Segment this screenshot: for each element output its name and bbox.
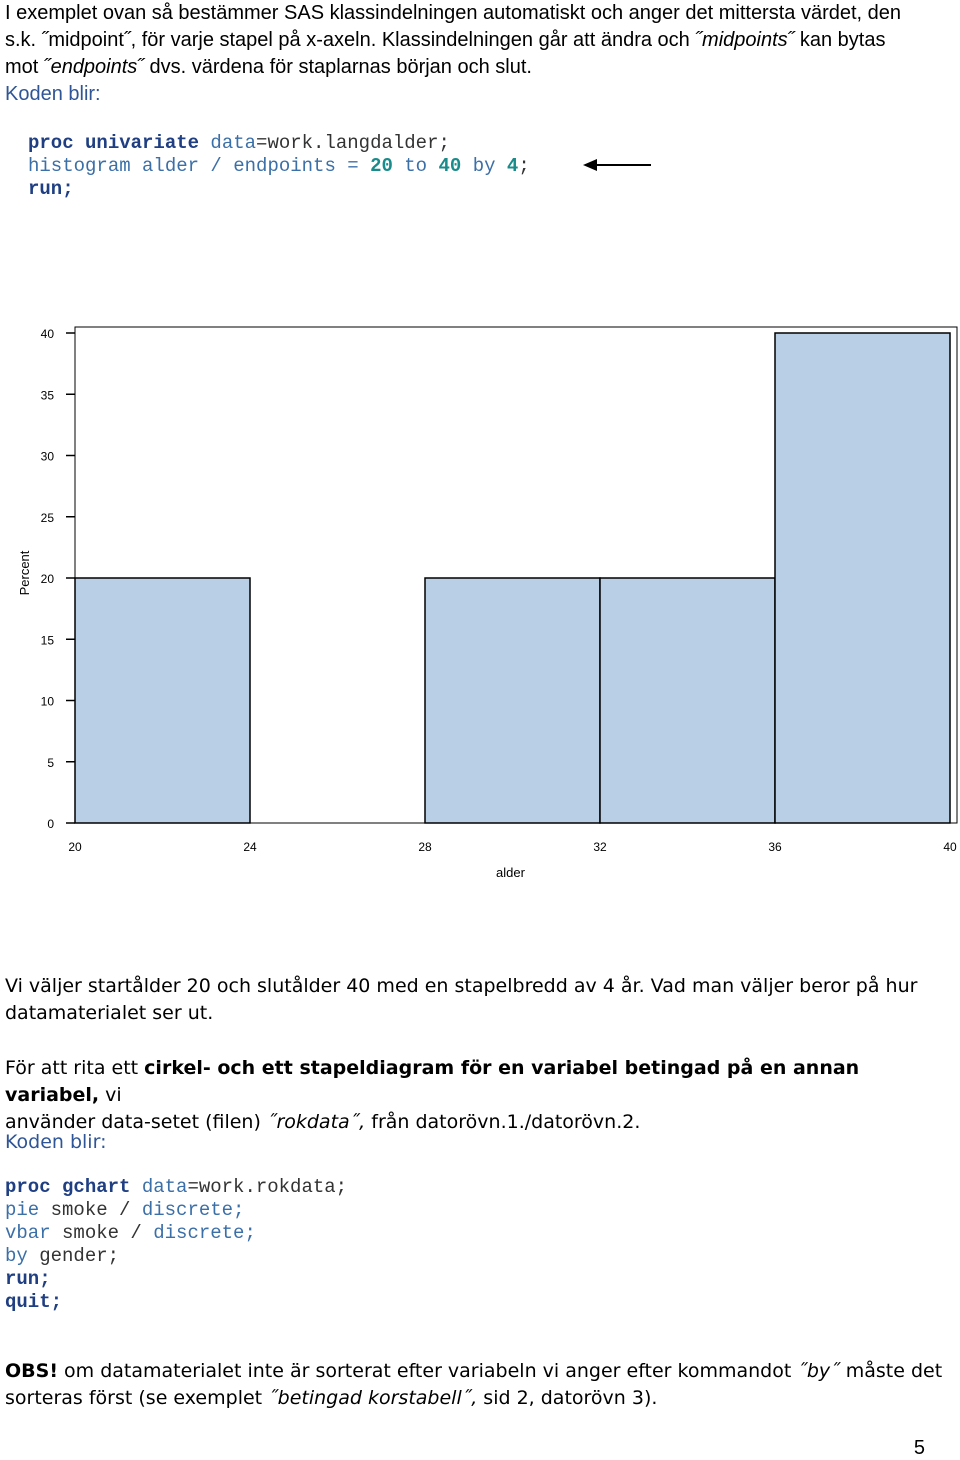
para2-line-2: datamaterialet ser ut. xyxy=(5,1002,214,1024)
y-tick-label: 5 xyxy=(47,756,54,770)
paragraph-cirkel: För att rita ett cirkel- och ett stapeld… xyxy=(5,1055,945,1136)
x-tick-label: 20 xyxy=(68,840,82,854)
para2-line-1: Vi väljer startålder 20 och slutålder 40… xyxy=(5,975,918,997)
y-tick-label: 40 xyxy=(41,327,55,341)
y-tick-label: 30 xyxy=(41,450,55,464)
page-number: 5 xyxy=(913,1437,925,1459)
para3-line-1: För att rita ett cirkel- och ett stapeld… xyxy=(5,1057,860,1106)
x-tick-label: 28 xyxy=(418,840,432,854)
intro-line-2: s.k. ˝midpoint˝, för varje stapel på x-a… xyxy=(5,29,886,51)
histogram-bar xyxy=(74,577,251,824)
x-tick-label: 36 xyxy=(768,840,782,854)
histogram-bar xyxy=(424,577,601,824)
x-tick-label: 40 xyxy=(943,840,957,854)
intro-line-3: mot ˝endpoints˝ dvs. värdena för staplar… xyxy=(5,56,532,78)
x-tick-label: 32 xyxy=(593,840,607,854)
y-axis-label: Percent xyxy=(17,550,32,595)
y-tick-label: 20 xyxy=(41,572,55,586)
intro-text: I exemplet ovan så bestämmer SAS klassin… xyxy=(5,0,945,108)
x-axis-label: alder xyxy=(496,865,526,880)
obs-line-2: sorteras först (se exemplet ˝betingad ko… xyxy=(5,1387,658,1409)
code-block-gchart: proc gchart data=work.rokdata; pie smoke… xyxy=(5,1176,348,1313)
code-block-univariate: proc univariate data=work.langdalder; hi… xyxy=(28,132,530,200)
histogram-bar xyxy=(599,577,776,824)
y-tick-label: 10 xyxy=(41,695,55,709)
intro-koden-label: Koden blir: xyxy=(5,83,101,105)
y-tick-label: 15 xyxy=(41,633,55,647)
y-tick-label: 25 xyxy=(41,511,55,525)
arrow-left-icon xyxy=(583,159,651,171)
para3-line-2: använder data-setet (filen) ˝rokdata˝, f… xyxy=(5,1111,641,1133)
histogram-bar xyxy=(774,332,951,824)
obs-line-1: OBS! om datamaterialet inte är sorterat … xyxy=(5,1360,943,1382)
obs-paragraph: OBS! om datamaterialet inte är sorterat … xyxy=(5,1358,945,1412)
y-tick-label: 35 xyxy=(41,388,55,402)
histogram-chart: 0 5 10 15 20 25 30 35 40 20 24 28 32 36 40 alder Percent xyxy=(17,326,958,880)
y-tick-label: 0 xyxy=(47,817,54,831)
paragraph-startalder: Vi väljer startålder 20 och slutålder 40… xyxy=(5,973,945,1027)
koden-label-2: Koden blir: xyxy=(5,1131,107,1153)
intro-line-1: I exemplet ovan så bestämmer SAS klassin… xyxy=(5,2,902,24)
x-tick-label: 24 xyxy=(243,840,257,854)
